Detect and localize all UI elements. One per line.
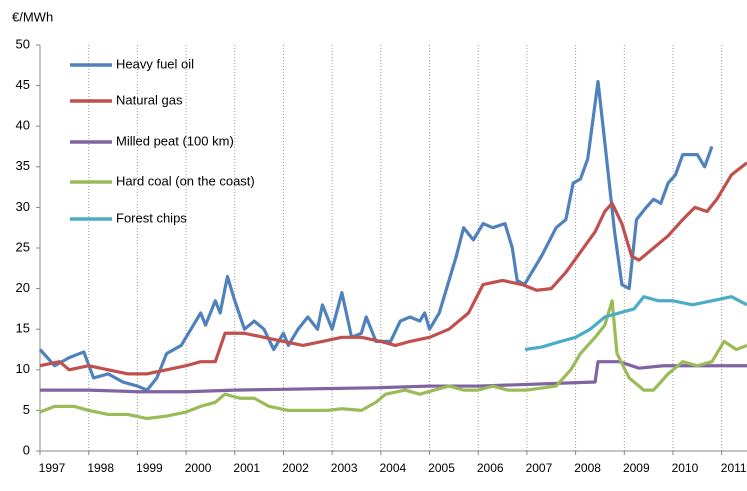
x-tick-label: 2003 [331, 461, 358, 475]
x-tick-label: 2006 [477, 461, 504, 475]
y-tick-label: 0 [23, 442, 30, 457]
x-tick-label: 2010 [672, 461, 699, 475]
y-tick-label: 10 [16, 361, 30, 376]
legend-label: Forest chips [116, 210, 187, 225]
y-tick-label: 50 [16, 36, 30, 51]
legend-label: Natural gas [116, 92, 183, 107]
y-tick-label: 5 [23, 402, 30, 417]
x-tick-label: 2011 [721, 461, 747, 475]
x-tick-label: 2005 [428, 461, 455, 475]
x-tick-label: 2009 [623, 461, 650, 475]
legend-label: Hard coal (on the coast) [116, 173, 255, 188]
data-line [39, 299, 747, 421]
x-tick-label: 2001 [233, 461, 260, 475]
x-tick-label: 1998 [87, 461, 114, 475]
x-tick-label: 2007 [526, 461, 553, 475]
data-line [38, 79, 714, 392]
x-tick-label: 1999 [136, 461, 163, 475]
y-tick-label: 15 [16, 321, 30, 336]
y-tick-label: 40 [16, 118, 30, 133]
x-tick-label: 2002 [282, 461, 309, 475]
y-tick-label: 20 [16, 280, 30, 295]
y-tick-label: 45 [16, 77, 30, 92]
x-tick-label: 2000 [185, 461, 212, 475]
legend-label: Milled peat (100 km) [116, 133, 234, 148]
x-tick-label: 2008 [574, 461, 601, 475]
data-line [524, 295, 747, 352]
y-axis-label: €/MWh [12, 9, 53, 24]
y-tick-label: 35 [16, 158, 30, 173]
legend-label: Heavy fuel oil [116, 56, 194, 71]
x-tick-label: 1997 [39, 461, 66, 475]
x-tick-label: 2004 [379, 461, 406, 475]
data-line [39, 161, 747, 376]
y-tick-label: 25 [16, 239, 30, 254]
y-tick-label: 30 [16, 199, 30, 214]
